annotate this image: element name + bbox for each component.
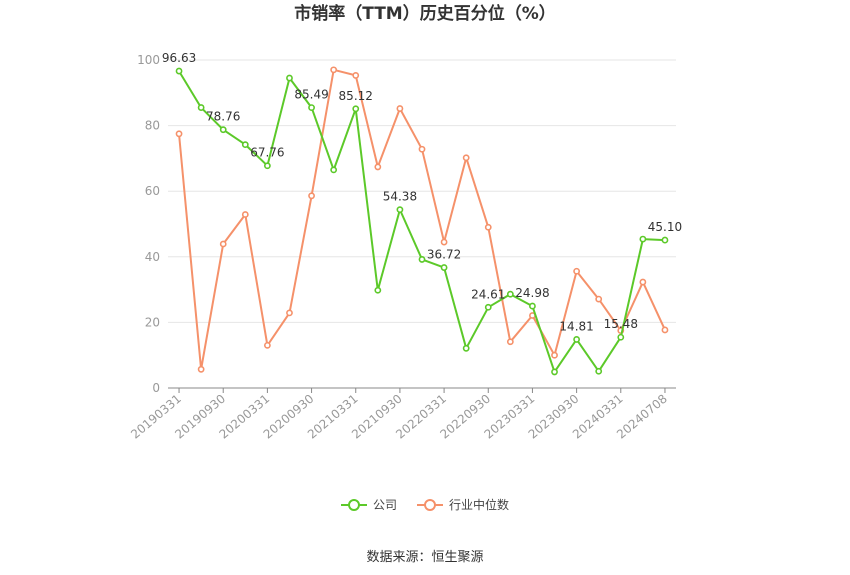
data-point-series-1 xyxy=(241,211,249,218)
data-point-series-0 xyxy=(440,264,448,271)
data-label: 78.76 xyxy=(206,110,240,124)
data-point-series-0 xyxy=(241,141,249,149)
legend-swatch-company xyxy=(340,498,367,511)
data-point-series-0 xyxy=(639,235,647,243)
data-point-series-0 xyxy=(396,206,404,214)
data-label: 85.49 xyxy=(294,88,328,102)
legend-item-company[interactable]: 公司 xyxy=(340,496,397,513)
data-label: 54.38 xyxy=(383,190,417,204)
data-point-series-1 xyxy=(263,341,271,349)
data-point-series-1 xyxy=(330,66,338,74)
data-label: 67.76 xyxy=(250,146,284,160)
legend-label-company: 公司 xyxy=(372,498,397,512)
data-point-series-1 xyxy=(506,338,514,346)
data-point-series-1 xyxy=(595,295,603,303)
data-point-series-1 xyxy=(197,365,205,373)
data-point-series-1 xyxy=(661,326,669,334)
data-label: 36.72 xyxy=(427,248,461,262)
y-tick-label: 0 xyxy=(152,381,160,395)
data-point-series-1 xyxy=(440,238,448,246)
data-point-series-0 xyxy=(462,344,470,352)
data-label: 96.63 xyxy=(162,51,196,65)
data-label: 14.81 xyxy=(559,319,593,333)
data-point-series-1 xyxy=(639,278,647,286)
line-chart: 0204060801002019033120190930202003312020… xyxy=(128,51,682,442)
chart-title: 市销率（TTM）历史百分位（%） xyxy=(294,4,556,24)
y-tick-label: 60 xyxy=(145,184,160,198)
data-point-series-1 xyxy=(219,240,227,248)
data-point-series-0 xyxy=(352,105,360,113)
data-point-series-0 xyxy=(506,290,514,298)
data-point-series-0 xyxy=(484,303,492,311)
legend-label-industry-median: 行业中位数 xyxy=(449,498,510,512)
y-tick-label: 40 xyxy=(145,250,160,264)
data-point-series-1 xyxy=(374,163,382,171)
data-point-series-0 xyxy=(374,286,382,294)
legend-swatch-industry-median xyxy=(417,498,443,511)
data-point-series-0 xyxy=(551,368,558,376)
data-point-series-0 xyxy=(573,336,581,343)
y-tick-label: 100 xyxy=(137,53,160,67)
data-point-series-1 xyxy=(462,154,470,162)
data-label: 24.98 xyxy=(515,286,549,300)
data-point-series-0 xyxy=(617,333,625,341)
data-label: 85.12 xyxy=(339,89,373,103)
data-label: 24.61 xyxy=(471,287,505,301)
data-point-series-0 xyxy=(286,74,293,82)
data-point-series-1 xyxy=(418,145,426,153)
data-label: 45.10 xyxy=(648,220,682,234)
data-point-series-0 xyxy=(308,104,315,111)
data-point-series-0 xyxy=(661,236,669,244)
data-point-series-1 xyxy=(175,130,183,138)
data-point-series-0 xyxy=(219,126,227,134)
data-point-series-0 xyxy=(197,104,205,111)
data-point-series-0 xyxy=(595,367,603,375)
data-point-series-0 xyxy=(175,67,183,75)
data-point-series-1 xyxy=(286,309,293,317)
data-point-series-0 xyxy=(330,166,338,174)
data-point-series-0 xyxy=(529,302,536,310)
data-source: 数据来源：恒生聚源 xyxy=(366,550,484,565)
data-point-series-1 xyxy=(308,192,315,200)
data-point-series-1 xyxy=(396,105,404,112)
data-point-series-1 xyxy=(484,223,492,231)
data-point-series-1 xyxy=(352,72,360,79)
legend-item-industry-median[interactable]: 行业中位数 xyxy=(417,496,509,513)
data-point-series-1 xyxy=(573,267,581,275)
data-point-series-0 xyxy=(263,162,271,170)
data-point-series-0 xyxy=(418,256,426,263)
chart-legend: 公司 行业中位数 xyxy=(0,496,850,513)
y-tick-label: 80 xyxy=(145,119,160,133)
data-label: 15.48 xyxy=(604,317,638,331)
y-tick-label: 20 xyxy=(145,315,160,329)
data-point-series-1 xyxy=(551,351,558,359)
